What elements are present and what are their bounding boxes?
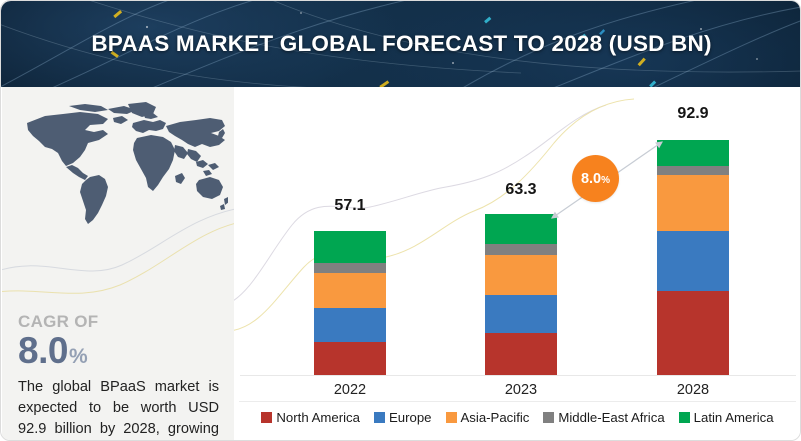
cagr-label: CAGR OF (18, 312, 99, 331)
cagr-percent-symbol: % (68, 345, 88, 368)
legend-label: Middle-East Africa (558, 409, 665, 425)
segment-north-america[interactable] (657, 291, 729, 375)
bar-group-2028[interactable]: 92.9 2028 (657, 87, 729, 398)
chart-legend: North America Europe Asia-Pacific Middle… (234, 405, 800, 429)
legend-swatch-icon (543, 411, 555, 423)
segment-asia-pacific[interactable] (657, 175, 729, 231)
legend-swatch-icon (678, 411, 690, 423)
bar-total-label: 63.3 (505, 181, 537, 198)
legend-item-north-america[interactable]: North America (261, 410, 360, 425)
bar-total-label: 92.9 (677, 105, 709, 122)
segment-latin-america[interactable] (314, 231, 386, 263)
growth-arrow (551, 141, 663, 219)
legend-label: North America (276, 409, 360, 425)
cagr-value-row: 8.0 % (18, 332, 218, 376)
legend-label: Europe (388, 409, 432, 425)
legend-item-europe[interactable]: Europe (373, 409, 432, 425)
header-decorative-streaks (1, 1, 800, 87)
plot-area: 57.1 2022 63.3 (234, 87, 800, 398)
segment-latin-america[interactable] (485, 214, 557, 244)
cagr-badge-value: 8.0 (580, 171, 602, 187)
segment-latin-america[interactable] (657, 140, 729, 166)
segment-north-america[interactable] (485, 333, 557, 375)
legend-swatch-icon (373, 411, 385, 423)
segment-middle-east-africa[interactable] (657, 166, 729, 175)
world-map-silhouette (27, 102, 229, 224)
stacked-bar[interactable] (657, 140, 729, 375)
legend-swatch-icon (261, 411, 273, 423)
stacked-bar[interactable] (485, 214, 557, 375)
bar-total-label: 57.1 (334, 197, 366, 214)
cagr-badge-percent-symbol: % (601, 175, 611, 186)
chart-panel: 57.1 2022 63.3 (234, 87, 800, 440)
legend-divider (239, 401, 796, 402)
segment-middle-east-africa[interactable] (314, 263, 386, 273)
legend-swatch-icon (445, 411, 457, 423)
bar-group-2022[interactable]: 57.1 2022 (314, 87, 386, 398)
legend-label: Asia-Pacific (460, 409, 530, 425)
segment-asia-pacific[interactable] (314, 273, 386, 308)
x-axis-label-2028: 2028 (676, 382, 710, 398)
legend-item-latin-america[interactable]: Latin America (678, 409, 774, 425)
x-axis-label-2023: 2023 (504, 382, 538, 398)
stacked-bar[interactable] (314, 231, 386, 375)
segment-europe[interactable] (485, 295, 557, 333)
legend-item-asia-pacific[interactable]: Asia-Pacific (445, 409, 530, 425)
x-axis-label-2022: 2022 (333, 382, 367, 398)
page-title: BPAAS MARKET GLOBAL FORECAST TO 2028 (US… (91, 31, 712, 56)
chart-baseline (240, 375, 796, 376)
segment-europe[interactable] (314, 308, 386, 342)
legend-label: Latin America (693, 409, 774, 425)
cagr-badge[interactable]: 8.0 % (572, 155, 619, 202)
world-map-icon (10, 101, 229, 231)
cagr-value: 8.0 (18, 330, 68, 371)
bar-group-2023[interactable]: 63.3 2023 (485, 87, 557, 398)
legend-item-middle-east-africa[interactable]: Middle-East Africa (543, 409, 665, 425)
chart-decorative-curves (234, 98, 635, 331)
left-summary-panel: CAGR OF 8.0 % The global BPaaS market is… (2, 87, 234, 440)
header-banner: BPAAS MARKET GLOBAL FORECAST TO 2028 (US… (1, 1, 800, 87)
segment-north-america[interactable] (314, 342, 386, 375)
description-text: The global BPaaS market is expected to b… (18, 379, 219, 437)
segment-middle-east-africa[interactable] (485, 244, 557, 255)
segment-europe[interactable] (657, 231, 729, 291)
segment-asia-pacific[interactable] (485, 255, 557, 295)
cagr-block: CAGR OF 8.0 % (18, 312, 218, 376)
